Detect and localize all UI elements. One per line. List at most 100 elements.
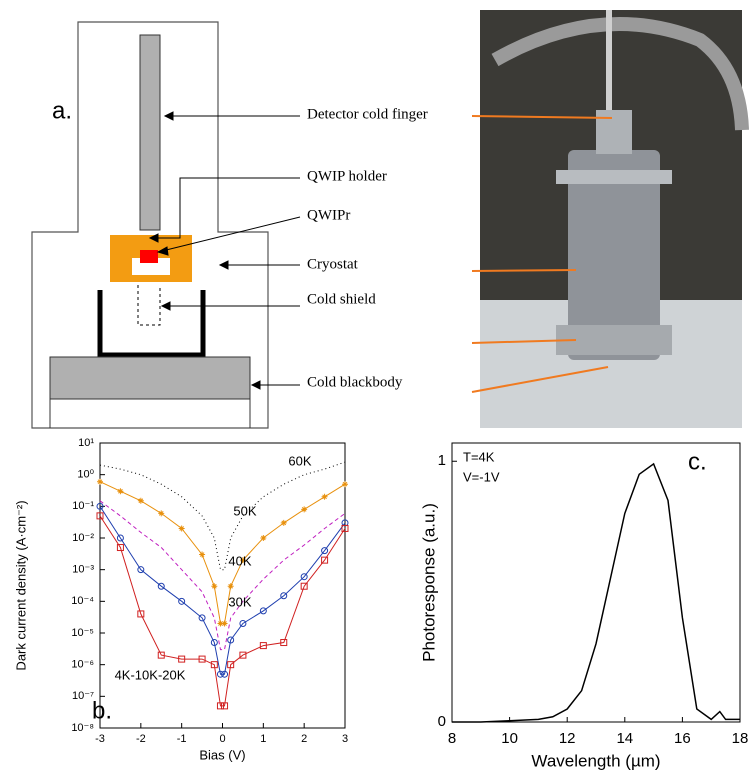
callouts	[148, 111, 301, 390]
marker	[239, 619, 247, 627]
x-tick-label: 3	[342, 733, 348, 745]
marker	[117, 488, 124, 495]
marker	[280, 639, 288, 647]
series-line	[99, 515, 346, 707]
x-axis-label: Bias (V)	[199, 747, 245, 762]
series: 40K	[99, 500, 346, 651]
series-line	[99, 500, 346, 651]
marker	[227, 583, 234, 590]
head	[596, 110, 632, 154]
y-tick-label: 10⁻⁶	[71, 659, 94, 671]
marker	[96, 502, 104, 510]
panel-label: c.	[688, 448, 707, 475]
marker	[341, 524, 349, 532]
series-label: 50K	[233, 503, 256, 518]
marker	[227, 661, 235, 669]
marker	[199, 551, 206, 558]
marker	[321, 547, 329, 555]
y-axis-label: Photoresponse (a.u.)	[419, 503, 438, 662]
series-label: 30K	[228, 594, 251, 609]
x-tick-label: -3	[95, 733, 105, 745]
x-tick-label: 18	[732, 730, 749, 747]
marker	[137, 566, 145, 574]
x-tick-label: 1	[260, 733, 266, 745]
series-line	[99, 506, 346, 675]
panel-label: a.	[52, 97, 72, 124]
plot-frame	[451, 442, 741, 723]
marker	[301, 506, 308, 513]
marker	[260, 535, 267, 541]
x-tick-label: 8	[448, 730, 456, 747]
series-line	[452, 462, 740, 723]
marker	[198, 614, 206, 622]
marker	[227, 636, 235, 644]
marker	[221, 620, 228, 627]
annotation: T=4K	[463, 449, 495, 464]
part-label: Cold blackbody	[307, 374, 403, 390]
series-line	[99, 461, 346, 571]
marker	[221, 702, 229, 710]
marker	[259, 607, 267, 615]
marker	[221, 670, 229, 678]
part-label: Cold shield	[307, 291, 376, 307]
plots: -3 -2 -1 0 1 2 310⁻⁸10⁻⁷10⁻⁶10⁻⁵10⁻⁴10⁻³10⁻²10…	[13, 437, 748, 771]
y-tick-label: 10⁰	[77, 469, 94, 481]
series: 60K	[99, 453, 346, 571]
series-label: 40K	[228, 553, 251, 568]
marker	[216, 702, 224, 710]
marker	[342, 481, 348, 488]
marker	[157, 651, 165, 659]
diagram: a. Detector cold finger QWIP holder QWIP…	[31, 21, 428, 429]
x-tick-label: 0	[219, 733, 225, 745]
series-label: 4K-10K-20K	[115, 667, 186, 682]
marker	[210, 661, 218, 669]
cold-finger	[139, 34, 161, 231]
marker	[116, 544, 124, 552]
series-label: 60K	[288, 453, 311, 468]
marker	[259, 642, 267, 650]
series: 30K	[96, 502, 349, 678]
y-tick-label: 10⁻⁴	[71, 595, 94, 607]
x-tick-label: 16	[674, 730, 691, 747]
panel-label: b.	[92, 697, 112, 724]
marker	[198, 655, 206, 663]
part-label: Detector cold finger	[307, 106, 428, 122]
x-tick-label: 2	[301, 733, 307, 745]
part-label: QWIP holder	[307, 168, 387, 184]
flange	[556, 170, 672, 184]
y-tick-label: 10⁻¹	[72, 500, 94, 512]
annotation: V=-1V	[463, 469, 500, 484]
marker	[97, 478, 103, 485]
hose	[491, 17, 749, 131]
cold-shield	[97, 290, 206, 358]
marker	[178, 655, 186, 663]
x-axis-label: Wavelength (µm)	[531, 751, 660, 770]
marker	[321, 493, 328, 500]
cryostat-outline	[31, 21, 269, 429]
x-tick-label: 10	[501, 730, 518, 747]
photo-arrows	[471, 115, 613, 393]
rod	[606, 10, 612, 110]
marker	[280, 592, 288, 600]
y-tick-label: 0	[438, 713, 446, 730]
marker	[217, 620, 224, 627]
marker	[157, 582, 165, 590]
marker	[280, 519, 287, 526]
qwip	[140, 250, 158, 263]
y-tick-label: 10⁻⁵	[71, 627, 94, 639]
x-tick-label: -1	[177, 733, 187, 745]
plot-frame	[99, 442, 346, 729]
marker	[137, 610, 145, 618]
photo	[471, 10, 749, 428]
marker	[300, 582, 308, 590]
cylinder	[568, 150, 660, 360]
y-axis-label: Dark current density (A·cm⁻²)	[13, 500, 28, 670]
cold-shield-inner	[137, 285, 161, 326]
holder	[110, 235, 192, 282]
marker	[321, 556, 329, 564]
marker	[158, 510, 165, 517]
part-label: Cryostat	[307, 256, 359, 272]
y-tick-label: 10⁻⁷	[72, 690, 94, 702]
part-label: QWIPr	[307, 207, 350, 223]
